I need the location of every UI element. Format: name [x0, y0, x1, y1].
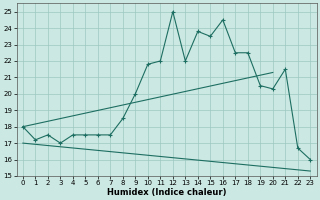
X-axis label: Humidex (Indice chaleur): Humidex (Indice chaleur) — [107, 188, 226, 197]
